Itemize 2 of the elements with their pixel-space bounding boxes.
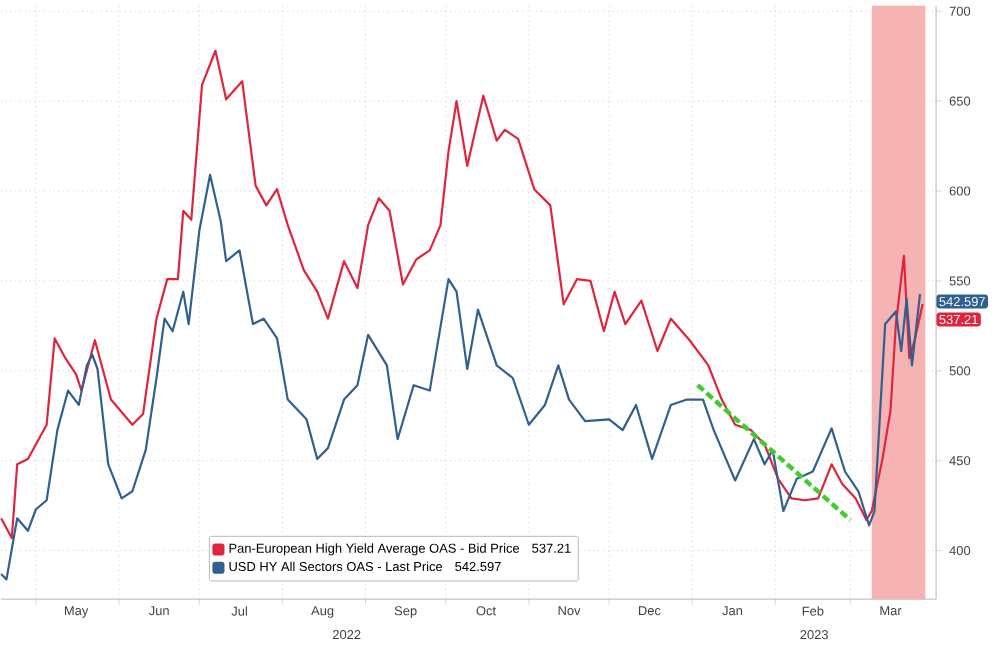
line-series — [0, 50, 924, 540]
line-series — [0, 174, 922, 581]
